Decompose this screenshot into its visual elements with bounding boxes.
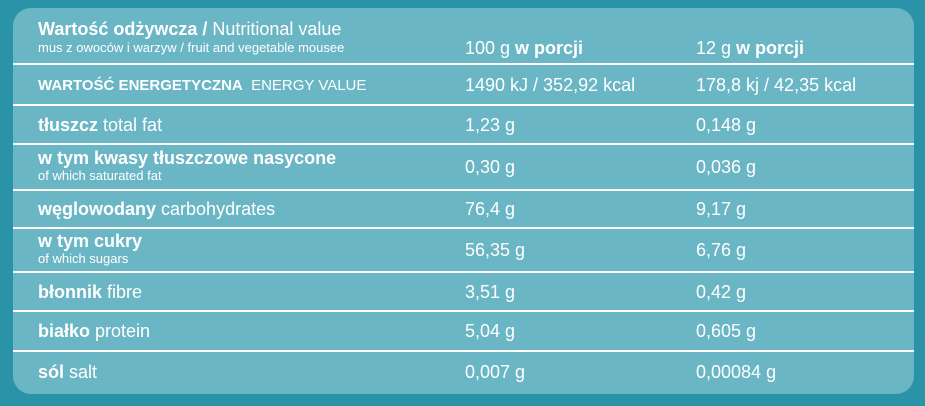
table-row-protein: białko protein 5,04 g 0,605 g (13, 312, 914, 352)
nutrient-name: sól salt (38, 362, 97, 383)
column-header-12g: 12 g w porcji (696, 38, 804, 59)
nutrient-english: ENERGY VALUE (251, 77, 367, 94)
title-polish: Wartość odżywcza / (38, 19, 208, 39)
table-row-sugars: w tym cukry of which sugars 56,35 g 6,76… (13, 229, 914, 273)
column-header-100g: 100 g w porcji (465, 38, 583, 59)
value-per-12g: 6,76 g (696, 240, 747, 260)
value-per-100g: 1490 kJ / 352,92 kcal (465, 75, 636, 95)
value-per-100g: 56,35 g (465, 240, 526, 260)
nutrient-name: WARTOŚĆ ENERGETYCZNA ENERGY VALUE (38, 77, 366, 94)
value-per-100g: 0,007 g (465, 362, 526, 382)
nutrient-polish: WARTOŚĆ ENERGETYCZNA (38, 77, 243, 94)
nutrient-polish: w tym cukry (38, 231, 143, 251)
nutrient-polish: błonnik (38, 282, 102, 302)
nutrition-table: Wartość odżywcza / Nutritional value mus… (13, 8, 914, 394)
column-12g-amount: 12 g (696, 38, 737, 58)
value-per-12g: 0,036 g (696, 157, 757, 177)
nutrient-english: of which sugars (38, 251, 129, 266)
title-english: Nutritional value (207, 19, 342, 39)
table-row-fibre: błonnik fibre 3,51 g 0,42 g (13, 273, 914, 312)
table-row-carbohydrates: węglowodany carbohydrates 76,4 g 9,17 g (13, 191, 914, 229)
value-per-12g: 9,17 g (696, 199, 747, 219)
table-row-fat: tłuszcz total fat 1,23 g 0,148 g (13, 106, 914, 145)
table-title: Wartość odżywcza / Nutritional value (38, 19, 341, 40)
value-per-100g: 3,51 g (465, 282, 516, 302)
table-header: Wartość odżywcza / Nutritional value mus… (13, 8, 914, 65)
value-per-12g: 0,605 g (696, 321, 757, 341)
nutrient-polish: sól (38, 362, 65, 382)
nutrient-name: białko protein (38, 321, 150, 342)
nutrient-polish: białko (38, 321, 91, 341)
value-per-100g: 0,30 g (465, 157, 516, 177)
nutrient-polish: w tym kwasy tłuszczowe nasycone (38, 148, 337, 168)
nutrient-english: of which saturated fat (38, 168, 162, 183)
nutrient-english: protein (95, 321, 151, 341)
column-12g-label: w porcji (736, 38, 805, 58)
value-per-100g: 1,23 g (465, 115, 516, 135)
table-row-energy: WARTOŚĆ ENERGETYCZNA ENERGY VALUE 1490 k… (13, 65, 914, 106)
value-per-12g: 178,8 kj / 42,35 kcal (696, 75, 857, 95)
nutrient-english: carbohydrates (161, 199, 276, 219)
value-per-12g: 0,148 g (696, 115, 757, 135)
column-100g-label: w porcji (515, 38, 584, 58)
nutrient-name: tłuszcz total fat (38, 115, 162, 136)
value-per-12g: 0,42 g (696, 282, 747, 302)
table-subtitle: mus z owoców i warzyw / fruit and vegeta… (38, 40, 345, 55)
column-100g-amount: 100 g (465, 38, 516, 58)
nutrient-name: błonnik fibre (38, 282, 142, 303)
nutrient-english: total fat (103, 115, 163, 135)
nutrient-polish: tłuszcz (38, 115, 99, 135)
nutrient-polish: węglowodany (38, 199, 157, 219)
value-per-100g: 5,04 g (465, 321, 516, 341)
value-per-100g: 76,4 g (465, 199, 516, 219)
table-row-salt: sól salt 0,007 g 0,00084 g (13, 352, 914, 394)
table-row-saturated-fat: w tym kwasy tłuszczowe nasycone of which… (13, 145, 914, 191)
nutrient-name: węglowodany carbohydrates (38, 199, 275, 220)
nutrient-english: fibre (107, 282, 143, 302)
value-per-12g: 0,00084 g (696, 362, 777, 382)
nutrient-english: salt (69, 362, 98, 382)
